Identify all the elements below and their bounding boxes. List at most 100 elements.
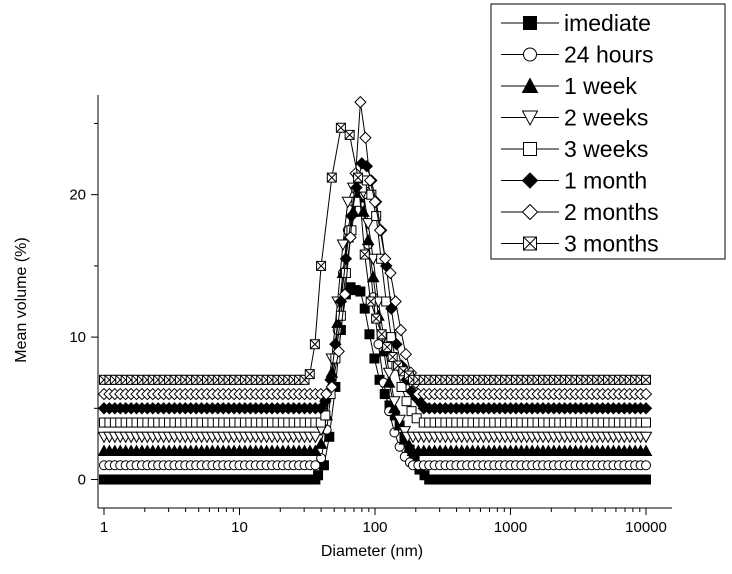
data-point <box>639 431 653 444</box>
legend-item: 2 months <box>501 199 659 225</box>
data-point <box>393 414 406 427</box>
data-point <box>373 339 384 350</box>
legend-label: imediate <box>564 10 651 36</box>
data-point <box>393 360 404 371</box>
legend-item: 24 hours <box>501 42 654 68</box>
data-point <box>379 252 392 265</box>
marker-cross <box>641 374 651 385</box>
data-point <box>360 159 374 173</box>
data-point <box>309 444 322 457</box>
y-axis-title: Mean volume (%) <box>13 237 30 362</box>
data-point <box>396 381 407 392</box>
data-point <box>320 387 333 401</box>
data-point <box>641 460 651 471</box>
data-point <box>369 353 380 364</box>
data-point <box>310 460 321 471</box>
data-point <box>314 437 328 449</box>
x-tick-label: 1 <box>100 519 108 536</box>
data-point <box>389 295 402 308</box>
marker-cross <box>382 342 393 352</box>
data-point <box>344 231 357 244</box>
legend-item: 1 month <box>501 168 647 194</box>
data-point <box>521 77 539 93</box>
data-point <box>376 329 387 340</box>
marker-cross <box>365 296 376 307</box>
marker-cross <box>359 249 370 260</box>
legend-item: 3 months <box>501 231 659 257</box>
y-tick-label: 10 <box>69 329 86 346</box>
marker-cross <box>376 329 387 340</box>
data-point <box>339 252 353 265</box>
data-point <box>344 129 355 140</box>
data-point <box>351 196 362 207</box>
data-point <box>373 224 387 237</box>
marker-cross <box>353 172 363 183</box>
data-point <box>387 352 398 363</box>
data-point <box>388 396 401 408</box>
data-point <box>332 345 345 358</box>
data-point <box>354 95 367 109</box>
data-point <box>641 474 651 485</box>
legend-label: 2 weeks <box>564 105 648 131</box>
data-point <box>359 131 372 144</box>
data-point <box>316 260 327 271</box>
data-point <box>371 313 382 324</box>
x-tick-label: 1000 <box>494 519 527 536</box>
data-point <box>326 172 337 183</box>
data-point <box>365 296 376 307</box>
series <box>97 157 653 415</box>
data-point <box>355 286 366 297</box>
data-point <box>639 402 653 415</box>
y-tick-label: 0 <box>78 472 86 489</box>
data-point <box>335 122 346 133</box>
series <box>97 191 653 457</box>
legend-item: 2 weeks <box>501 105 648 131</box>
series <box>97 175 653 444</box>
marker-cross <box>387 352 398 362</box>
data-point <box>384 266 397 280</box>
data-point <box>361 218 375 230</box>
legend-label: 2 months <box>564 199 659 225</box>
marker-cross <box>371 313 382 324</box>
legend-item: 3 weeks <box>501 136 648 162</box>
legend-item: imediate <box>501 10 651 36</box>
data-point <box>364 329 375 340</box>
data-point <box>521 110 539 127</box>
data-point <box>353 172 364 183</box>
legend-label: 3 months <box>564 231 659 257</box>
data-point <box>641 374 651 385</box>
data-point <box>325 380 339 394</box>
data-point <box>335 310 346 321</box>
data-point <box>336 239 350 252</box>
x-tick-label: 10000 <box>625 519 667 536</box>
data-point <box>521 203 539 221</box>
legend-item: 1 week <box>501 73 637 99</box>
data-point <box>394 323 407 337</box>
series-layer <box>97 95 653 485</box>
data-point <box>390 338 403 351</box>
data-point <box>341 196 355 209</box>
data-point <box>639 387 653 401</box>
x-tick-label: 10 <box>231 519 248 536</box>
data-point <box>399 347 413 361</box>
data-point <box>406 406 417 417</box>
marker-cross <box>523 236 537 251</box>
legend-label: 1 week <box>564 73 637 99</box>
data-point <box>521 172 539 189</box>
data-point <box>398 426 412 438</box>
marker-cross <box>336 122 346 133</box>
series <box>99 122 651 385</box>
data-point <box>379 389 390 400</box>
data-point <box>309 339 320 350</box>
y-tick-label: 20 <box>69 187 86 204</box>
x-axis-title: Diameter (nm) <box>321 543 423 560</box>
data-point <box>313 470 324 481</box>
data-point <box>359 249 370 260</box>
data-point <box>639 444 653 457</box>
data-point <box>340 268 351 279</box>
data-point <box>366 253 380 266</box>
data-point <box>523 47 537 62</box>
data-point <box>363 174 377 187</box>
data-point <box>641 417 651 428</box>
data-point <box>371 211 382 222</box>
